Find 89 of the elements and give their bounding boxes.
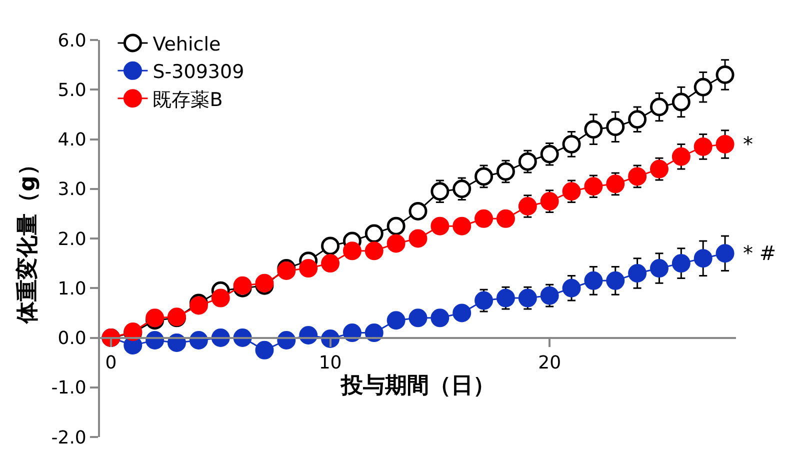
point — [584, 271, 603, 290]
point — [540, 286, 559, 305]
point — [650, 259, 668, 278]
point — [694, 137, 712, 156]
x-tick-label: 10 — [318, 352, 342, 374]
point — [496, 162, 515, 181]
point — [277, 330, 296, 350]
point — [386, 234, 406, 253]
point — [562, 278, 581, 298]
point — [474, 291, 494, 310]
point — [540, 144, 559, 164]
point — [408, 229, 428, 248]
point — [716, 65, 734, 84]
legend-label: Vehicle — [152, 33, 221, 56]
point — [430, 182, 450, 201]
point — [518, 152, 537, 171]
point — [584, 177, 603, 196]
point — [606, 271, 625, 290]
point — [672, 147, 690, 166]
annotation: * — [743, 132, 753, 156]
point — [474, 167, 494, 186]
point — [452, 216, 472, 236]
y-tick-label: -2.0 — [51, 427, 86, 448]
y-tick-label: 2.0 — [58, 228, 86, 250]
point — [606, 118, 625, 136]
y-tick-label: 3.0 — [58, 179, 86, 200]
point — [277, 262, 296, 280]
y-tick-label: 1.0 — [58, 278, 86, 300]
point — [562, 182, 581, 201]
point — [189, 330, 208, 350]
y-tick-label: 0.0 — [58, 328, 86, 350]
x-tick-label: 0 — [105, 352, 117, 374]
point — [211, 328, 230, 347]
point — [299, 259, 318, 278]
point — [694, 249, 712, 268]
point — [321, 254, 340, 273]
point — [452, 180, 472, 198]
point — [408, 202, 428, 220]
y-tick-label: 4.0 — [58, 130, 86, 151]
y-tick-label: -1.0 — [51, 378, 86, 399]
point — [540, 192, 559, 211]
point — [255, 340, 274, 360]
point — [716, 134, 734, 154]
legend-label: 既存薬B — [152, 88, 223, 111]
point — [606, 174, 625, 194]
point — [672, 92, 690, 112]
point — [233, 328, 252, 347]
annotation: * # — [743, 241, 776, 265]
point — [233, 276, 252, 295]
point — [518, 196, 537, 216]
point — [364, 224, 384, 243]
point — [628, 264, 647, 282]
point — [255, 274, 274, 292]
point — [430, 308, 450, 328]
point — [650, 98, 668, 116]
x-tick-label: 20 — [538, 352, 562, 374]
point — [584, 120, 603, 139]
y-axis-title: 体重変化量（g） — [14, 154, 41, 324]
point — [321, 236, 340, 256]
point — [386, 311, 406, 330]
point — [650, 160, 668, 178]
y-tick-label: 6.0 — [58, 30, 86, 52]
point — [386, 216, 406, 236]
point — [694, 78, 712, 96]
point — [716, 244, 734, 263]
point — [189, 296, 208, 315]
point — [672, 254, 690, 273]
point — [342, 242, 362, 260]
point — [168, 333, 186, 352]
point — [146, 308, 164, 328]
y-tick-label: 5.0 — [58, 80, 86, 101]
point — [562, 134, 581, 154]
point — [628, 110, 647, 129]
point — [146, 330, 164, 350]
point — [299, 326, 318, 345]
point — [364, 242, 384, 260]
point — [408, 308, 428, 328]
point — [518, 288, 537, 308]
point — [211, 288, 230, 308]
point — [496, 288, 515, 308]
point — [496, 209, 515, 228]
point — [474, 209, 494, 228]
point — [430, 216, 450, 236]
point — [452, 304, 472, 322]
point — [342, 324, 362, 342]
legend-label: S-309309 — [152, 61, 244, 84]
point — [364, 324, 384, 342]
point — [628, 167, 647, 186]
x-axis-title: 投与期間（日） — [340, 374, 495, 399]
